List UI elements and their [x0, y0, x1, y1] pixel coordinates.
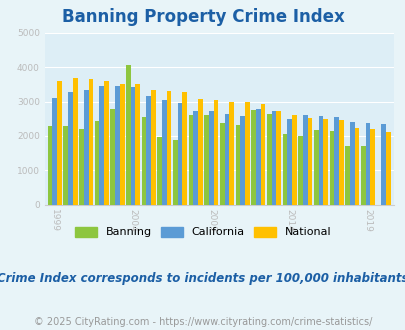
Bar	[130, 87, 135, 205]
Bar	[68, 92, 72, 205]
Bar	[354, 128, 358, 205]
Text: Crime Index corresponds to incidents per 100,000 inhabitants: Crime Index corresponds to incidents per…	[0, 272, 405, 285]
Bar	[151, 90, 156, 205]
Bar	[57, 81, 62, 205]
Bar	[146, 96, 151, 205]
Bar	[135, 84, 140, 205]
Bar	[298, 136, 302, 205]
Bar	[380, 124, 385, 205]
Bar	[193, 111, 198, 205]
Bar	[88, 79, 93, 205]
Bar	[282, 134, 287, 205]
Bar	[385, 132, 390, 205]
Bar	[213, 100, 218, 205]
Bar	[115, 85, 119, 205]
Bar	[177, 103, 182, 205]
Bar	[188, 115, 193, 205]
Bar	[198, 99, 202, 205]
Bar	[204, 115, 209, 205]
Bar	[360, 146, 365, 205]
Bar	[229, 102, 234, 205]
Bar	[349, 122, 354, 205]
Bar	[302, 115, 307, 205]
Bar	[110, 109, 115, 205]
Bar	[333, 117, 338, 205]
Bar	[271, 111, 276, 205]
Bar	[266, 114, 271, 205]
Bar	[104, 81, 109, 205]
Bar	[313, 130, 318, 205]
Bar	[166, 91, 171, 205]
Bar	[72, 78, 77, 205]
Bar	[276, 111, 280, 205]
Bar	[141, 117, 146, 205]
Bar	[52, 98, 57, 205]
Bar	[329, 131, 333, 205]
Bar	[94, 120, 99, 205]
Bar	[48, 126, 52, 205]
Bar	[291, 115, 296, 205]
Bar	[157, 137, 162, 205]
Bar	[79, 129, 83, 205]
Bar	[126, 65, 130, 205]
Bar	[369, 129, 374, 205]
Bar	[224, 114, 229, 205]
Bar	[322, 119, 327, 205]
Bar	[99, 86, 104, 205]
Bar	[251, 110, 256, 205]
Bar	[256, 109, 260, 205]
Bar	[245, 102, 249, 205]
Bar	[260, 104, 265, 205]
Bar	[119, 84, 124, 205]
Bar	[235, 125, 240, 205]
Bar	[173, 141, 177, 205]
Bar	[182, 92, 187, 205]
Legend: Banning, California, National: Banning, California, National	[75, 227, 330, 237]
Bar	[162, 100, 166, 205]
Bar	[240, 116, 245, 205]
Bar	[209, 111, 213, 205]
Bar	[287, 119, 291, 205]
Bar	[307, 118, 311, 205]
Bar	[344, 146, 349, 205]
Bar	[338, 120, 343, 205]
Bar	[63, 126, 68, 205]
Text: Banning Property Crime Index: Banning Property Crime Index	[62, 8, 343, 26]
Bar	[83, 90, 88, 205]
Bar	[365, 123, 369, 205]
Text: © 2025 CityRating.com - https://www.cityrating.com/crime-statistics/: © 2025 CityRating.com - https://www.city…	[34, 317, 371, 327]
Bar	[318, 116, 322, 205]
Bar	[220, 123, 224, 205]
